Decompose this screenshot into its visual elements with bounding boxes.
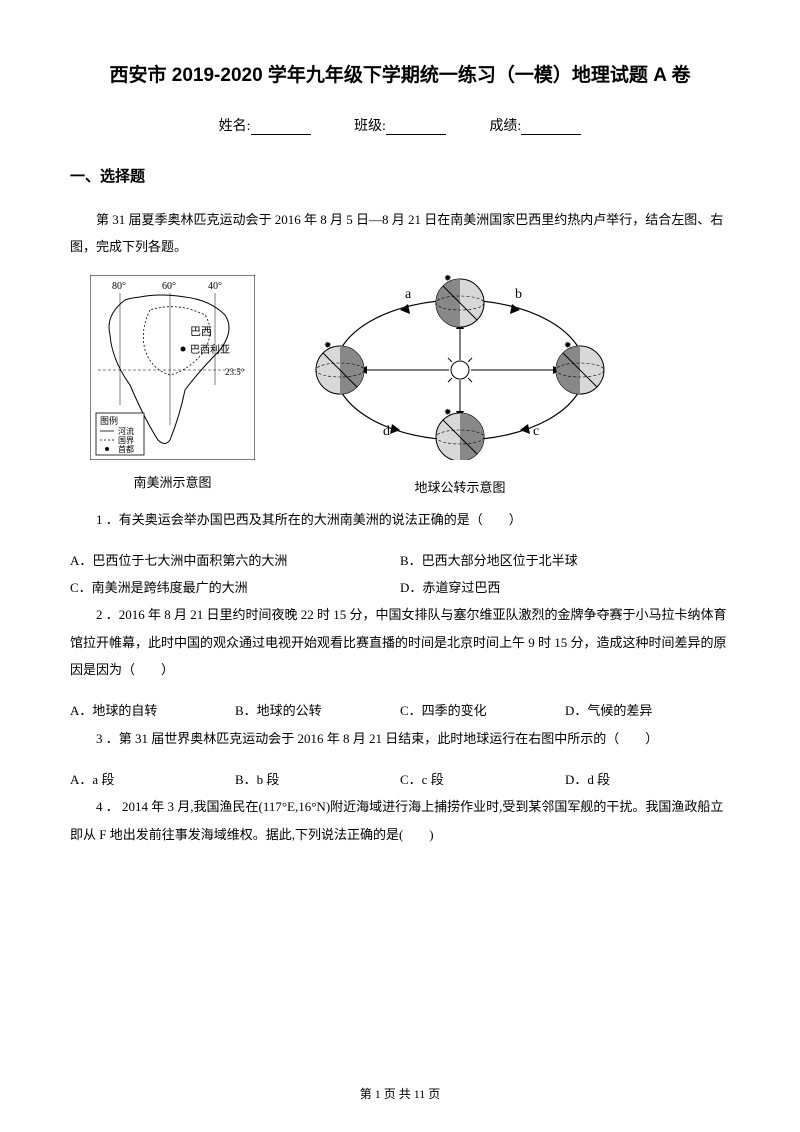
svg-text:✹: ✹	[444, 275, 452, 283]
svg-text:巴西: 巴西	[190, 326, 212, 338]
globe-bottom: ✹	[436, 407, 484, 460]
intro-paragraph: 第 31 届夏季奥林匹克运动会于 2016 年 8 月 5 日—8 月 21 日…	[70, 206, 730, 261]
section-heading: 一、选择题	[70, 165, 730, 186]
svg-text:国界: 国界	[118, 436, 134, 445]
svg-text:河流: 河流	[118, 426, 134, 436]
q1-option-b[interactable]: B．巴西大部分地区位于北半球	[400, 547, 730, 574]
q1-stem: 1 ．有关奥运会举办国巴西及其所在的大洲南美洲的说法正确的是（ ）	[70, 506, 730, 533]
q2-option-d[interactable]: D．气候的差异	[565, 697, 730, 724]
q2-option-b[interactable]: B．地球的公转	[235, 697, 400, 724]
q1-option-c[interactable]: C．南美洲是跨纬度最广的大洲	[70, 574, 400, 601]
q3-option-a[interactable]: A．a 段	[70, 766, 235, 793]
page-title: 西安市 2019-2020 学年九年级下学期统一练习（一模）地理试题 A 卷	[70, 60, 730, 87]
figure-orbit-caption: 地球公转示意图	[315, 477, 605, 496]
student-info-line: 姓名: 班级: 成绩:	[70, 115, 730, 135]
score-field: 成绩:	[489, 115, 581, 135]
svg-text:40°: 40°	[208, 281, 222, 292]
class-label: 班级:	[354, 119, 386, 134]
svg-text:d: d	[383, 424, 390, 439]
q2-stem: 2 ．2016 年 8 月 21 日里约时间夜晚 22 时 15 分，中国女排队…	[70, 601, 730, 683]
q3-options: A．a 段 B．b 段 C．c 段 D．d 段	[70, 766, 730, 793]
name-field: 姓名:	[219, 115, 311, 135]
svg-text:c: c	[533, 424, 539, 439]
q1-option-a[interactable]: A．巴西位于七大洲中面积第六的大洲	[70, 547, 400, 574]
globe-right: ✹	[556, 340, 604, 394]
class-field: 班级:	[354, 115, 446, 135]
figure-orbit: ✹ ✹ ✹ ✹	[315, 275, 605, 496]
svg-text:a: a	[405, 287, 412, 302]
page-footer: 第 1 页 共 11 页	[0, 1085, 800, 1102]
globe-left: ✹	[316, 340, 364, 394]
score-label: 成绩:	[489, 119, 521, 134]
q2-options: A．地球的自转 B．地球的公转 C．四季的变化 D．气候的差异	[70, 697, 730, 724]
figure-map: 80° 60° 40° 23.5° 巴西 巴西利亚 图例 河流 国界 首都 南	[90, 275, 255, 496]
q2-option-c[interactable]: C．四季的变化	[400, 697, 565, 724]
q3-stem: 3 ．第 31 届世界奥林匹克运动会于 2016 年 8 月 21 日结束，此时…	[70, 725, 730, 752]
south-america-map-icon: 80° 60° 40° 23.5° 巴西 巴西利亚 图例 河流 国界 首都	[90, 275, 255, 460]
name-label: 姓名:	[219, 119, 251, 134]
q3-option-c[interactable]: C．c 段	[400, 766, 565, 793]
svg-text:✹: ✹	[564, 340, 572, 350]
svg-text:80°: 80°	[112, 281, 126, 292]
svg-text:23.5°: 23.5°	[225, 367, 245, 377]
svg-text:✹: ✹	[444, 407, 452, 417]
q2-option-a[interactable]: A．地球的自转	[70, 697, 235, 724]
q1-options: A．巴西位于七大洲中面积第六的大洲 B．巴西大部分地区位于北半球 C．南美洲是跨…	[70, 547, 730, 602]
q3-option-d[interactable]: D．d 段	[565, 766, 730, 793]
q1-option-d[interactable]: D．赤道穿过巴西	[400, 574, 730, 601]
score-blank[interactable]	[521, 121, 581, 135]
svg-text:b: b	[515, 287, 522, 302]
earth-orbit-diagram-icon: ✹ ✹ ✹ ✹	[315, 275, 605, 460]
svg-text:60°: 60°	[162, 281, 176, 292]
svg-text:首都: 首都	[118, 444, 134, 454]
svg-text:巴西利亚: 巴西利亚	[190, 344, 230, 356]
figures-row: 80° 60° 40° 23.5° 巴西 巴西利亚 图例 河流 国界 首都 南	[90, 275, 730, 496]
q3-option-b[interactable]: B．b 段	[235, 766, 400, 793]
figure-map-caption: 南美洲示意图	[90, 472, 255, 491]
class-blank[interactable]	[386, 121, 446, 135]
svg-text:图例: 图例	[100, 415, 118, 426]
q4-stem: 4 ． 2014 年 3 月,我国渔民在(117°E,16°N)附近海域进行海上…	[70, 793, 730, 848]
svg-text:✹: ✹	[324, 340, 332, 350]
name-blank[interactable]	[251, 121, 311, 135]
globe-top: ✹	[436, 275, 484, 327]
